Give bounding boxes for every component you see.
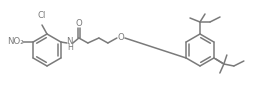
Text: O: O: [76, 19, 82, 28]
Text: H: H: [67, 43, 73, 52]
Text: N: N: [67, 38, 73, 47]
Text: O: O: [117, 33, 124, 43]
Text: NO₂: NO₂: [7, 38, 24, 47]
Text: Cl: Cl: [38, 11, 46, 20]
